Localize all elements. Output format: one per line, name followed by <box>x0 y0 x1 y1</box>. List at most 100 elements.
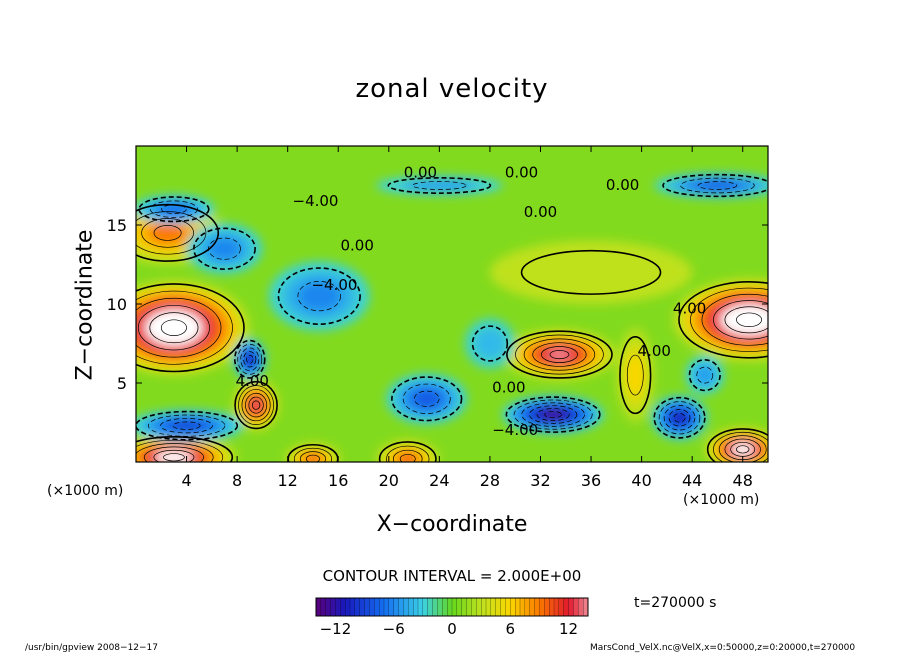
colorbar-swatch <box>544 597 550 617</box>
contour-positive <box>386 445 430 462</box>
contour-negative <box>662 173 768 198</box>
colorbar-tick-label: 0 <box>447 620 457 638</box>
contour-negative <box>233 339 266 379</box>
colorbar-swatch <box>379 597 385 617</box>
contour-positive <box>540 346 578 363</box>
footer-program: /usr/bin/gpview 2008−12−17 <box>25 643 159 653</box>
colorbar-swatch <box>539 597 545 617</box>
contour-positive <box>136 436 234 462</box>
contour-negative <box>529 405 578 424</box>
contour-positive <box>153 449 195 462</box>
contour-positive <box>251 400 261 410</box>
colorbar-swatch <box>568 597 574 617</box>
y-tick-label: 15 <box>107 216 127 235</box>
contour-label: −4.00 <box>311 276 357 294</box>
contour-positive <box>392 449 423 462</box>
colorbar-swatch <box>461 597 467 617</box>
contour-negative <box>237 343 263 375</box>
contour-negative <box>414 390 440 407</box>
colorbar-swatch <box>369 597 375 617</box>
field-level <box>548 349 571 360</box>
field-level <box>737 313 762 327</box>
contour-positive <box>523 338 596 371</box>
colorbar-swatch <box>529 597 535 617</box>
contour-positive <box>619 336 652 415</box>
colorbar-swatch <box>534 597 540 617</box>
colorbar-swatch <box>403 597 409 617</box>
field-level <box>305 454 321 462</box>
contour-label: 0.00 <box>524 203 557 221</box>
contour-positive <box>248 396 264 414</box>
contour-negative <box>412 181 467 190</box>
contour-negative <box>243 351 257 368</box>
contour-negative <box>536 408 570 421</box>
colorbar-swatch <box>549 597 555 617</box>
contour-positive <box>234 380 278 430</box>
colorbar-swatch <box>325 597 331 617</box>
contour-positive <box>160 319 187 336</box>
colorbar-swatch <box>345 597 351 617</box>
contour-negative <box>149 200 198 218</box>
colorbar-swatch <box>393 597 399 617</box>
colorbar-swatch <box>471 597 477 617</box>
contour-negative <box>513 399 593 430</box>
contour-positive <box>549 349 570 360</box>
x-tick-label: 40 <box>631 471 651 490</box>
contour-negative <box>172 421 201 430</box>
contour-label: 4.00 <box>673 299 706 317</box>
colorbar-swatch <box>354 597 361 617</box>
contour-positive <box>136 297 222 358</box>
contour-negative <box>544 411 562 419</box>
contour-negative <box>138 196 210 223</box>
contour-label: 4.00 <box>236 372 269 390</box>
contour-positive <box>136 203 220 262</box>
contour-positive <box>136 211 207 255</box>
colorbar-swatch <box>563 597 569 617</box>
x-tick-label: 4 <box>181 471 191 490</box>
contour-negative <box>208 237 241 260</box>
contour-positive <box>713 431 768 462</box>
colorbar-swatch <box>320 597 327 617</box>
contour-negative <box>663 405 696 431</box>
colorbar-swatch <box>437 597 443 617</box>
colorbar-swatch <box>315 597 322 617</box>
field-level <box>736 445 750 454</box>
colorbar-tick-label: −12 <box>320 620 352 638</box>
contour-interval-text: CONTOUR INTERVAL = 2.000E+00 <box>322 567 582 585</box>
colorbar-swatch <box>349 597 356 617</box>
contour-positive <box>143 446 204 462</box>
x-tick-label: 8 <box>232 471 242 490</box>
x-tick-label: 36 <box>581 471 601 490</box>
colorbar-swatch <box>413 597 419 617</box>
footer-source: MarsCond_VelX.nc@VelX,x=0:50000,z=0:2000… <box>590 643 856 653</box>
contour-negative <box>161 204 187 214</box>
field-level <box>696 181 739 190</box>
colorbar-swatch <box>427 597 433 617</box>
contour-positive <box>701 293 768 346</box>
colorbar-swatch <box>476 597 482 617</box>
contour-negative <box>391 376 463 422</box>
contour-label: 4.00 <box>638 342 671 360</box>
contour-positive <box>245 392 268 418</box>
colorbar-swatch <box>398 597 404 617</box>
velocity-field <box>136 146 768 462</box>
field-level <box>627 354 644 396</box>
contour-negative <box>160 418 213 434</box>
contour-positive <box>149 312 199 344</box>
contour-negative <box>387 177 492 194</box>
contour-positive <box>724 306 768 334</box>
x-unit-right: (×1000 m) <box>683 492 760 508</box>
contour-positive <box>241 389 271 422</box>
contour-label: −4.00 <box>492 421 538 439</box>
colorbar-swatch <box>417 597 424 617</box>
contour-positive <box>136 283 245 373</box>
x-tick-label: 48 <box>733 471 753 490</box>
colorbar-swatch <box>519 597 526 617</box>
contour-positive <box>153 224 182 241</box>
colorbar-swatch <box>466 597 472 617</box>
x-tick-label: 44 <box>682 471 702 490</box>
contour-positive <box>713 300 768 340</box>
contour-positive <box>532 342 587 367</box>
chart-title: zonal velocity <box>355 74 549 104</box>
